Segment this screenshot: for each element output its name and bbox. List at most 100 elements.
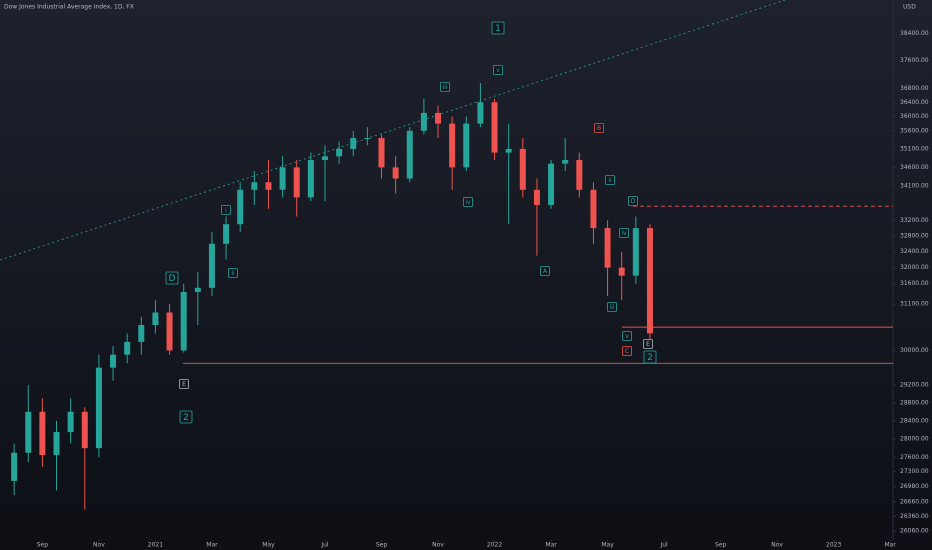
candle-body (237, 189, 244, 225)
wave-label-box (643, 339, 653, 349)
candle-body (604, 228, 611, 268)
wave-label: A (543, 268, 548, 275)
wave-label: i (225, 207, 227, 214)
x-tick-label: Nov (771, 542, 783, 549)
y-tick-label: 31100.00 (900, 301, 929, 308)
x-tick-label: 2023 (826, 542, 841, 549)
candle-body (435, 112, 442, 124)
y-tick-label: 32000.00 (900, 264, 929, 271)
wave-label-box (622, 331, 632, 341)
candle-body (364, 138, 371, 140)
candle-body (406, 130, 413, 179)
candle-body (39, 411, 46, 456)
wave-label-box (605, 175, 615, 185)
x-tick-label: Jul (320, 542, 329, 549)
wave-label-box (228, 268, 238, 278)
y-tick-label: 26360.00 (900, 513, 929, 520)
wave-label-box (179, 410, 193, 424)
wave-label-box (165, 271, 179, 285)
chart-title: Dow Jones Industrial Average Index, 1D, … (4, 4, 134, 11)
wave-label: D (169, 274, 176, 284)
wave-label: E (182, 381, 186, 388)
y-tick-label: 27600.00 (900, 454, 929, 461)
candle-body (350, 138, 357, 149)
candle-body (449, 123, 456, 168)
candle-body (477, 102, 484, 124)
candle-body (505, 148, 512, 153)
candle-body (491, 102, 498, 153)
candle-body (152, 312, 159, 326)
candle-body (265, 182, 272, 190)
x-tick-label: Jul (659, 542, 668, 549)
y-tick-label: 26060.00 (900, 528, 929, 535)
y-tick-label: 28800.00 (900, 399, 929, 406)
wave-label-box (607, 302, 617, 312)
y-tick-label: 31600.00 (900, 280, 929, 287)
y-tick-label: 27300.00 (900, 468, 929, 475)
candle-body (293, 167, 300, 198)
x-tick-label: Sep (37, 542, 49, 549)
y-tick-label: 29200.00 (900, 382, 929, 389)
candle-body (519, 148, 526, 190)
wave-label: 1 (495, 24, 501, 34)
candle-body (392, 167, 399, 179)
y-tick-label: 37600.00 (900, 57, 929, 64)
wave-label-box (463, 197, 473, 207)
y-tick-label: 30000.00 (900, 347, 929, 354)
candle-body (307, 159, 314, 198)
candle-body (632, 228, 639, 276)
candle-body (53, 432, 60, 456)
candle-body (110, 354, 117, 368)
candle-body (533, 189, 540, 205)
wave-label: v (496, 67, 500, 74)
wave-label: D (631, 198, 636, 205)
x-tick-label: Nov (93, 542, 105, 549)
wave-label: iii (442, 84, 447, 91)
candle-body (576, 159, 583, 190)
candle-body (251, 182, 258, 190)
candle-body (138, 325, 145, 342)
x-tick-label: Sep (376, 542, 388, 549)
candle-body (223, 224, 230, 244)
wave-label: E (646, 341, 650, 348)
y-tick-label: 34600.00 (900, 164, 929, 171)
candle-body (321, 156, 328, 160)
y-tick-label: 36400.00 (900, 99, 929, 106)
candle-body (180, 291, 187, 351)
x-tick-label: May (262, 542, 275, 549)
candle-body (208, 243, 215, 288)
wave-label-box (493, 65, 503, 75)
wave-label: 2 (647, 353, 653, 363)
candle-body (562, 159, 569, 164)
wave-label-box (440, 82, 450, 92)
y-tick-label: 35600.00 (900, 127, 929, 134)
wave-label-box (622, 346, 632, 356)
candle-body (618, 267, 625, 276)
wave-label: iv (621, 230, 627, 237)
y-tick-label: 33200.00 (900, 217, 929, 224)
x-tick-label: Sep (715, 542, 727, 549)
currency: USD (903, 4, 916, 11)
x-tick-label: Mar (206, 542, 218, 549)
y-tick-label: 34100.00 (900, 183, 929, 190)
x-tick-label: Nov (432, 542, 444, 549)
candle-body (420, 112, 427, 131)
y-tick-label: 26980.00 (900, 483, 929, 490)
wave-label: iii (609, 304, 614, 311)
candle-body (590, 189, 597, 229)
wave-label-box (179, 379, 189, 389)
wave-label: iv (465, 199, 471, 206)
wave-label: v (625, 333, 629, 340)
wave-label: ii (608, 177, 612, 184)
candle-body (548, 163, 555, 205)
wave-label-box (594, 123, 604, 133)
candle-body (194, 287, 201, 292)
candle-body (279, 167, 286, 190)
candle-body (463, 123, 470, 168)
wave-label-box (643, 350, 657, 364)
y-tick-label: 36000.00 (900, 113, 929, 120)
candle-body (646, 228, 653, 334)
candle-body (25, 411, 32, 453)
